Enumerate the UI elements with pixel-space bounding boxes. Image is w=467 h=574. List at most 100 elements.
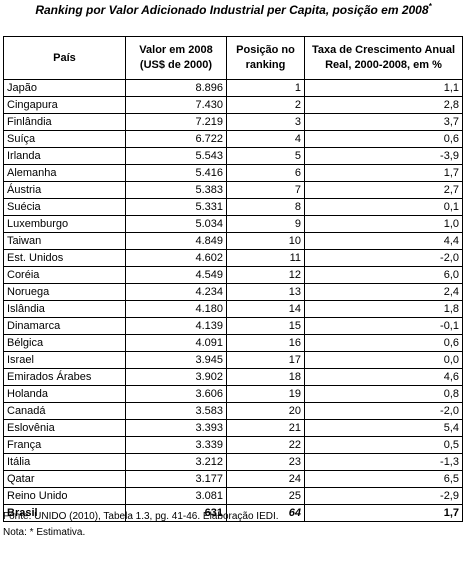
value-cell: 5.034 xyxy=(125,215,227,233)
growth-cell: 4,6 xyxy=(304,368,463,386)
table-row: Reino Unido 3.081 25 -2,9 xyxy=(3,487,463,505)
value-cell: 5.383 xyxy=(125,181,227,199)
growth-cell: 0,1 xyxy=(304,198,463,216)
value-cell: 6.722 xyxy=(125,130,227,148)
country-cell: Holanda xyxy=(3,385,126,403)
rank-cell: 64 xyxy=(226,504,305,522)
source-note: Fonte: UNIDO (2010), Tabela 1.3, pg. 41-… xyxy=(3,511,279,522)
header-rank: Posição no ranking xyxy=(226,36,305,80)
rank-cell: 23 xyxy=(226,453,305,471)
value-cell: 4.139 xyxy=(125,317,227,335)
country-cell: Eslovênia xyxy=(3,419,126,437)
country-cell: Alemanha xyxy=(3,164,126,182)
growth-cell: -1,3 xyxy=(304,453,463,471)
table-row: Alemanha 5.416 6 1,7 xyxy=(3,164,463,182)
header-growth: Taxa de Crescimento Anual Real, 2000-200… xyxy=(304,36,463,80)
value-cell: 4.602 xyxy=(125,249,227,267)
rank-cell: 16 xyxy=(226,334,305,352)
table-title-mark: * xyxy=(428,2,432,11)
value-cell: 4.549 xyxy=(125,266,227,284)
rank-cell: 4 xyxy=(226,130,305,148)
country-cell: Noruega xyxy=(3,283,126,301)
country-cell: Bélgica xyxy=(3,334,126,352)
rank-cell: 21 xyxy=(226,419,305,437)
value-cell: 3.081 xyxy=(125,487,227,505)
rank-cell: 24 xyxy=(226,470,305,488)
growth-cell: 0,0 xyxy=(304,351,463,369)
value-cell: 4.849 xyxy=(125,232,227,250)
country-cell: França xyxy=(3,436,126,454)
rank-cell: 11 xyxy=(226,249,305,267)
country-cell: Suíça xyxy=(3,130,126,148)
country-cell: Brasil xyxy=(3,504,126,522)
table-row: Finlândia 7.219 3 3,7 xyxy=(3,113,463,131)
value-cell: 3.212 xyxy=(125,453,227,471)
rank-cell: 13 xyxy=(226,283,305,301)
value-cell: 4.234 xyxy=(125,283,227,301)
rank-cell: 6 xyxy=(226,164,305,182)
table-body: Japão 8.896 1 1,1 Cingapura 7.430 2 2,8 Finlândi… xyxy=(3,79,463,522)
growth-cell: 6,5 xyxy=(304,470,463,488)
growth-cell: 4,4 xyxy=(304,232,463,250)
country-cell: Canadá xyxy=(3,402,126,420)
rank-cell: 2 xyxy=(226,96,305,114)
growth-cell: -2,0 xyxy=(304,249,463,267)
value-cell: 4.180 xyxy=(125,300,227,318)
table-row: Suíça 6.722 4 0,6 xyxy=(3,130,463,148)
country-cell: Dinamarca xyxy=(3,317,126,335)
value-cell: 4.091 xyxy=(125,334,227,352)
growth-cell: 2,7 xyxy=(304,181,463,199)
table-row: Est. Unidos 4.602 11 -2,0 xyxy=(3,249,463,267)
table-row: Noruega 4.234 13 2,4 xyxy=(3,283,463,301)
growth-cell: 1,1 xyxy=(304,79,463,97)
value-cell: 8.896 xyxy=(125,79,227,97)
rank-cell: 5 xyxy=(226,147,305,165)
table-row: Emirados Árabes 3.902 18 4,6 xyxy=(3,368,463,386)
country-cell: Emirados Árabes xyxy=(3,368,126,386)
country-cell: Qatar xyxy=(3,470,126,488)
table-row: Coréia 4.549 12 6,0 xyxy=(3,266,463,284)
table-row: Eslovênia 3.393 21 5,4 xyxy=(3,419,463,437)
table-row: Qatar 3.177 24 6,5 xyxy=(3,470,463,488)
value-cell: 3.606 xyxy=(125,385,227,403)
value-cell: 3.583 xyxy=(125,402,227,420)
value-cell: 3.902 xyxy=(125,368,227,386)
header-value: Valor em 2008 (US$ de 2000) xyxy=(125,36,227,80)
growth-cell: 0,6 xyxy=(304,334,463,352)
footnote: Nota: * Estimativa. xyxy=(3,527,86,538)
value-cell: 3.339 xyxy=(125,436,227,454)
growth-cell: 1,8 xyxy=(304,300,463,318)
rank-cell: 20 xyxy=(226,402,305,420)
country-cell: Japão xyxy=(3,79,126,97)
rank-cell: 14 xyxy=(226,300,305,318)
country-cell: Taiwan xyxy=(3,232,126,250)
header-country: País xyxy=(3,36,126,80)
growth-cell: 0,5 xyxy=(304,436,463,454)
rank-cell: 1 xyxy=(226,79,305,97)
country-cell: Finlândia xyxy=(3,113,126,131)
growth-cell: 2,8 xyxy=(304,96,463,114)
country-cell: Áustria xyxy=(3,181,126,199)
rank-cell: 15 xyxy=(226,317,305,335)
table-row: Bélgica 4.091 16 0,6 xyxy=(3,334,463,352)
growth-cell: 6,0 xyxy=(304,266,463,284)
country-cell: Reino Unido xyxy=(3,487,126,505)
rank-cell: 19 xyxy=(226,385,305,403)
rank-cell: 7 xyxy=(226,181,305,199)
table-row: Irlanda 5.543 5 -3,9 xyxy=(3,147,463,165)
table-row: Luxemburgo 5.034 9 1,0 xyxy=(3,215,463,233)
growth-cell: -0,1 xyxy=(304,317,463,335)
country-cell: Islândia xyxy=(3,300,126,318)
rank-cell: 12 xyxy=(226,266,305,284)
table-row: Islândia 4.180 14 1,8 xyxy=(3,300,463,318)
value-cell: 7.430 xyxy=(125,96,227,114)
country-cell: Israel xyxy=(3,351,126,369)
growth-cell: 0,6 xyxy=(304,130,463,148)
table-row: Holanda 3.606 19 0,8 xyxy=(3,385,463,403)
value-cell: 3.393 xyxy=(125,419,227,437)
rank-cell: 8 xyxy=(226,198,305,216)
table-title-rest: , posição em 2008 xyxy=(325,3,429,17)
table-row: Áustria 5.383 7 2,7 xyxy=(3,181,463,199)
value-cell: 3.945 xyxy=(125,351,227,369)
table-row: França 3.339 22 0,5 xyxy=(3,436,463,454)
